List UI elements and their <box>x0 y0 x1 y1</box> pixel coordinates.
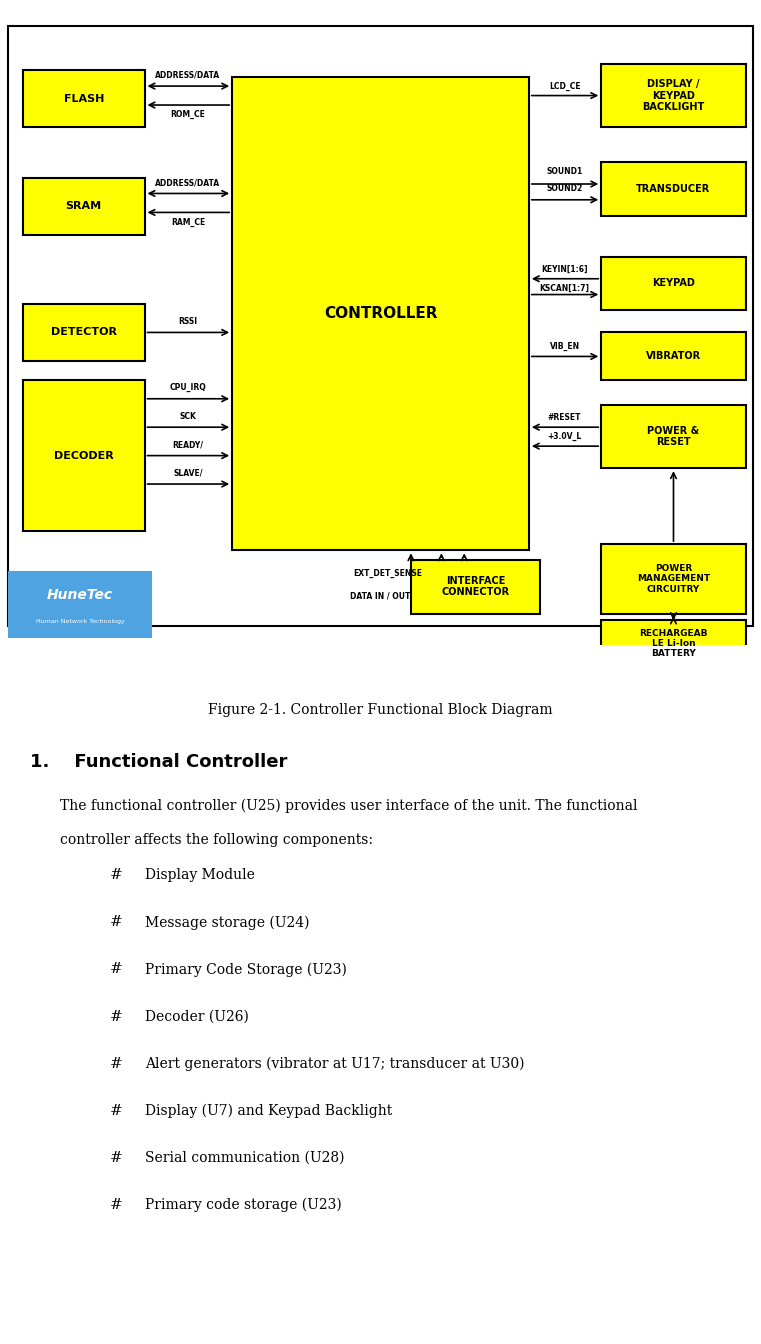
Text: ADDRESS/DATA: ADDRESS/DATA <box>155 179 221 187</box>
Text: Display (U7) and Keypad Backlight: Display (U7) and Keypad Backlight <box>145 1103 392 1118</box>
FancyBboxPatch shape <box>601 544 746 614</box>
FancyBboxPatch shape <box>23 380 145 531</box>
Text: #: # <box>110 1150 123 1165</box>
Text: The functional controller (U25) provides user interface of the unit. The functio: The functional controller (U25) provides… <box>60 798 638 813</box>
Text: FLASH: FLASH <box>63 94 104 103</box>
FancyBboxPatch shape <box>23 304 145 362</box>
FancyBboxPatch shape <box>8 571 152 638</box>
Text: SRAM: SRAM <box>65 202 102 211</box>
FancyBboxPatch shape <box>601 405 746 468</box>
Text: POWER &
RESET: POWER & RESET <box>648 426 699 448</box>
Text: LCD_CE: LCD_CE <box>549 82 581 90</box>
FancyBboxPatch shape <box>601 257 746 310</box>
Text: Decoder (U26): Decoder (U26) <box>145 1009 249 1024</box>
Text: SLAVE/: SLAVE/ <box>174 469 202 477</box>
Text: RSSI: RSSI <box>178 317 198 327</box>
Text: CONTROLLER: CONTROLLER <box>323 306 438 321</box>
Text: Primary Code Storage (U23): Primary Code Storage (U23) <box>145 962 347 977</box>
Text: RAM_CE: RAM_CE <box>170 218 205 227</box>
Text: VIBRATOR: VIBRATOR <box>646 351 701 362</box>
Text: READY/: READY/ <box>173 441 203 449</box>
Text: #: # <box>110 915 123 929</box>
Text: DISPLAY /
KEYPAD
BACKLIGHT: DISPLAY / KEYPAD BACKLIGHT <box>642 79 705 112</box>
FancyBboxPatch shape <box>601 65 746 128</box>
Text: SCK: SCK <box>180 411 196 421</box>
Text: controller affects the following components:: controller affects the following compone… <box>60 833 373 847</box>
Text: #: # <box>110 962 123 977</box>
Text: EXT_DET_SENSE: EXT_DET_SENSE <box>354 570 422 578</box>
Text: VIB_EN: VIB_EN <box>549 343 580 351</box>
Text: #: # <box>110 1103 123 1118</box>
Text: #: # <box>110 1056 123 1071</box>
Text: CPU_IRQ: CPU_IRQ <box>170 383 206 392</box>
Text: KSCAN[1:7]: KSCAN[1:7] <box>540 284 590 293</box>
Text: Message storage (U24): Message storage (U24) <box>145 915 310 930</box>
Text: ROM_CE: ROM_CE <box>170 110 205 120</box>
Text: DETECTOR: DETECTOR <box>51 328 116 337</box>
FancyBboxPatch shape <box>23 177 145 235</box>
Text: RECHARGEAB
LE Li-Ion
BATTERY: RECHARGEAB LE Li-Ion BATTERY <box>639 629 708 659</box>
Text: Serial communication (U28): Serial communication (U28) <box>145 1150 345 1165</box>
Text: INTERFACE
CONNECTOR: INTERFACE CONNECTOR <box>441 575 510 598</box>
Text: #RESET: #RESET <box>548 413 581 422</box>
Text: Display Module: Display Module <box>145 868 255 882</box>
Text: Figure 2-1. Controller Functional Block Diagram: Figure 2-1. Controller Functional Block … <box>208 703 552 718</box>
Text: HuneTec: HuneTec <box>47 587 113 602</box>
FancyBboxPatch shape <box>601 161 746 215</box>
Text: +3.0V_L: +3.0V_L <box>547 431 582 441</box>
Text: ADDRESS/DATA: ADDRESS/DATA <box>155 71 221 79</box>
Text: POWER
MANAGEMENT
CIRCUITRY: POWER MANAGEMENT CIRCUITRY <box>637 564 710 594</box>
FancyBboxPatch shape <box>232 77 529 551</box>
Text: KEYPAD: KEYPAD <box>652 278 695 289</box>
Text: #: # <box>110 1009 123 1024</box>
Text: #: # <box>110 1198 123 1212</box>
Text: #: # <box>110 868 123 882</box>
Text: TRANSDUCER: TRANSDUCER <box>636 184 711 194</box>
FancyBboxPatch shape <box>601 620 746 667</box>
FancyBboxPatch shape <box>411 560 540 614</box>
FancyBboxPatch shape <box>23 70 145 128</box>
Text: KEYIN[1:6]: KEYIN[1:6] <box>541 265 588 274</box>
Text: DECODER: DECODER <box>54 450 113 461</box>
Text: Alert generators (vibrator at U17; transducer at U30): Alert generators (vibrator at U17; trans… <box>145 1056 524 1071</box>
Text: SOUND2: SOUND2 <box>546 184 583 194</box>
FancyBboxPatch shape <box>601 332 746 380</box>
Text: 1.    Functional Controller: 1. Functional Controller <box>30 753 288 771</box>
Text: Human Network Technology: Human Network Technology <box>36 620 124 624</box>
Text: Primary code storage (U23): Primary code storage (U23) <box>145 1198 342 1212</box>
Text: DATA IN / OUT: DATA IN / OUT <box>350 591 411 601</box>
Text: SOUND1: SOUND1 <box>546 168 583 176</box>
